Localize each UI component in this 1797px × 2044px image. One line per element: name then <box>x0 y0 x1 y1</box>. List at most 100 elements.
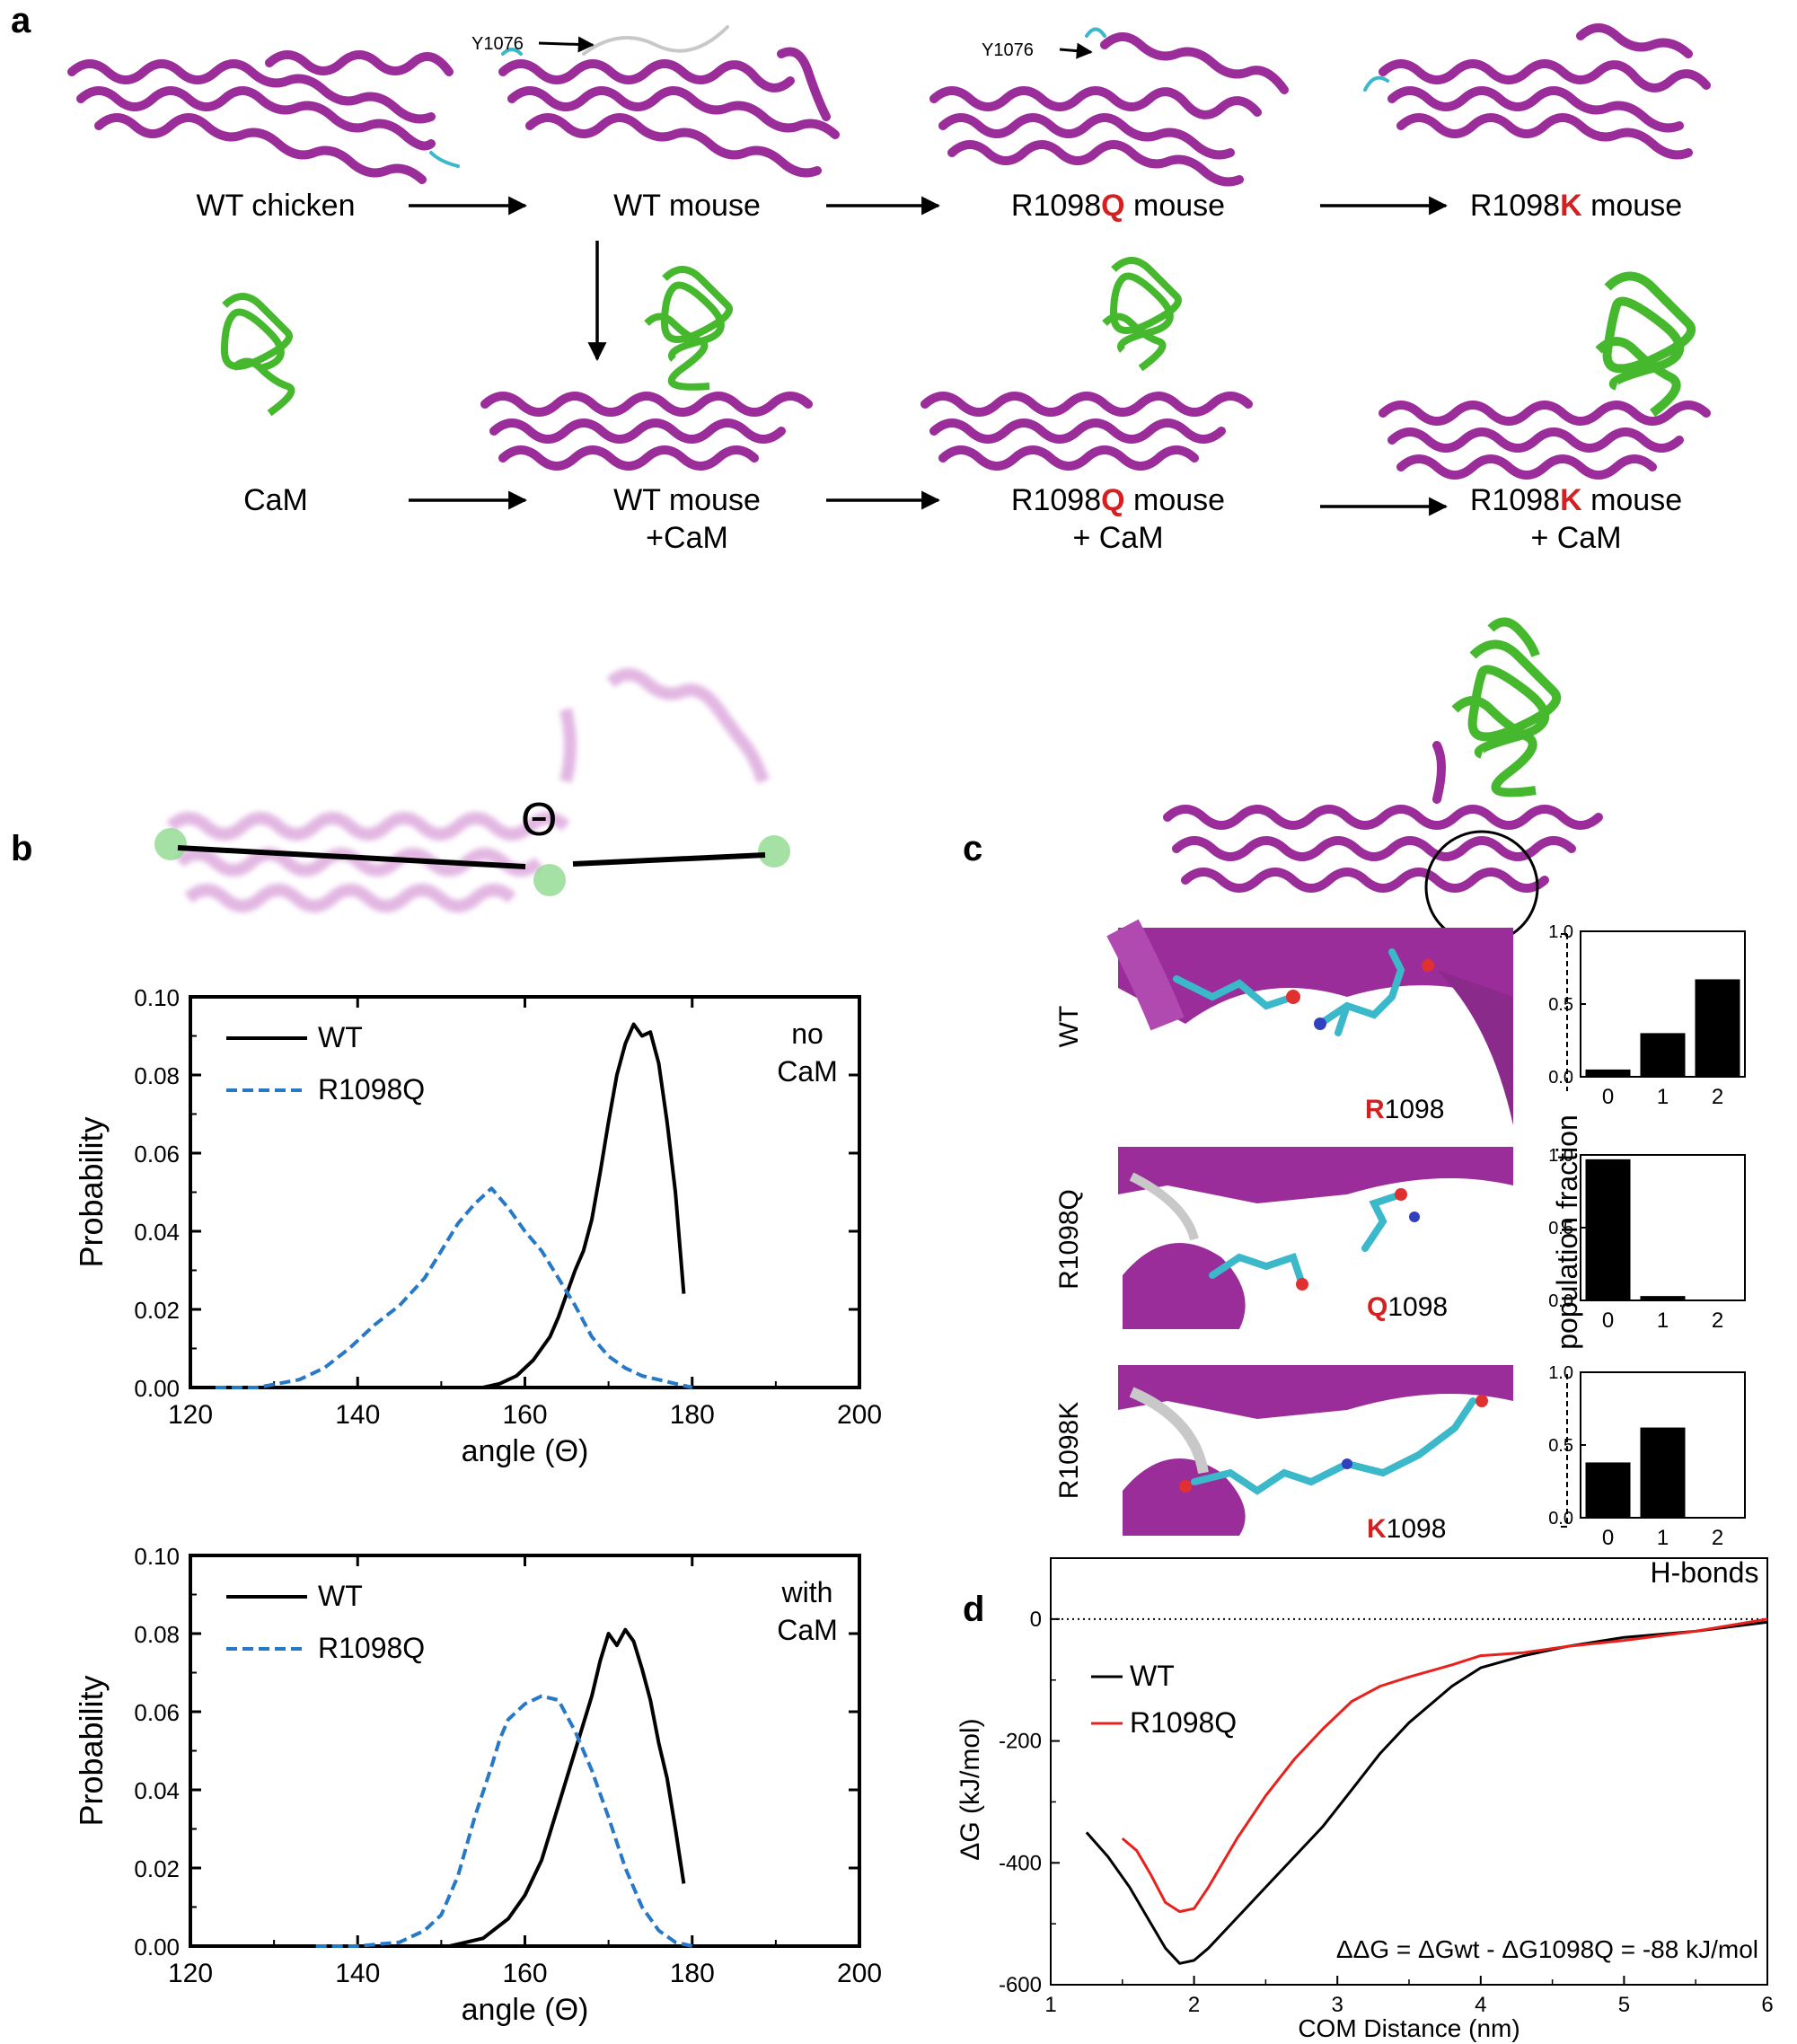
legend-label: R1098Q <box>1130 1706 1237 1739</box>
y-tick-label: 0.08 <box>134 1062 180 1089</box>
panel-c-label: c <box>963 829 982 868</box>
x-tick-label: 3 <box>1332 1993 1343 2017</box>
y-axis-label: ΔG (kJ/mol) <box>956 1718 985 1860</box>
angle-schematic: Θ <box>154 668 790 912</box>
protein-cam <box>220 293 295 417</box>
svg-text:population fraction: population fraction <box>1551 1115 1583 1350</box>
series-line-wt <box>449 1627 686 1948</box>
chart-d: 1 2 3 4 5 6 0 -200 -400 -600 COM Distance (nm) ΔG (… <box>956 1557 1774 2042</box>
legend-label: WT <box>318 1580 363 1612</box>
plot-annotation: with <box>781 1576 833 1608</box>
protein-r1098q-mouse-cam <box>921 257 1253 471</box>
bar-1 <box>1640 1296 1686 1300</box>
y-tick-label: 0 <box>1030 1608 1042 1632</box>
residue-image-k: K1098 <box>1118 1365 1513 1544</box>
plot-annotation: no <box>791 1018 824 1050</box>
x-tick-label: 140 <box>335 1400 380 1430</box>
y1076-label-2: Y1076 <box>982 40 1034 60</box>
protein-r1098q-mouse <box>929 27 1289 187</box>
series-line-wt <box>1085 1620 1768 1965</box>
x-tick-label: 120 <box>168 1959 213 1988</box>
label-r1098q-mouse: R1098Q mouse <box>1011 189 1225 223</box>
x-tick-label: 4 <box>1475 1993 1486 2017</box>
series-line-r1098q <box>215 1186 693 1389</box>
x-tick-label: 120 <box>168 1400 213 1430</box>
angle-arm-left <box>177 845 526 869</box>
plot-annotation: CaM <box>777 1614 838 1646</box>
panel-d-label: d <box>963 1590 984 1629</box>
row-label-r1098q: R1098Q <box>1054 1189 1084 1290</box>
ddg-annotation: ΔΔG = ΔGwt - ΔG1098Q = -88 kJ/mol <box>1336 1935 1758 1963</box>
y-tick-label: 0.06 <box>134 1141 180 1167</box>
plot-frame <box>1050 1557 1768 1986</box>
series-line-r1098q <box>1121 1617 1768 1914</box>
bar-x-label: 1 <box>1657 1085 1669 1109</box>
bar-x-label: 0 <box>1602 1308 1614 1333</box>
protein-wt-chicken <box>67 50 460 184</box>
bar-y-tick-label: 1.0 <box>1548 1146 1573 1166</box>
y1076-label-1: Y1076 <box>471 34 524 54</box>
plot-annotation: CaM <box>777 1055 838 1088</box>
angle-vertex-center <box>533 864 566 896</box>
y-tick-label: -600 <box>999 1973 1042 1997</box>
y-tick-label: 0.10 <box>134 1543 180 1570</box>
bar-1 <box>1640 1427 1686 1518</box>
bar-2 <box>1695 979 1740 1077</box>
c-xlabel: H-bonds <box>1651 1556 1759 1589</box>
y-axis-label: Probability <box>73 1116 110 1267</box>
y-tick-label: 0.04 <box>134 1777 180 1804</box>
bar-y-tick-label: 0.0 <box>1548 1068 1573 1088</box>
bar-y-tick-label: 0.5 <box>1548 995 1573 1015</box>
plot-frame <box>189 1554 861 1948</box>
angle-vertex-left <box>154 828 187 860</box>
row-label-r1098k: R1098K <box>1054 1402 1084 1499</box>
panel-b-label: b <box>11 829 32 868</box>
label-r1098k-mouse: R1098K mouse <box>1470 189 1682 223</box>
chart-c-q: 0.0 0.5 1.0 0 1 2 <box>1548 1146 1746 1333</box>
x-axis-label: angle (Θ) <box>462 1434 589 1468</box>
x-tick-label: 5 <box>1618 1993 1630 2017</box>
bar-y-tick-label: 0.5 <box>1548 1219 1573 1238</box>
y-tick-label: 0.04 <box>134 1219 180 1246</box>
bar-x-label: 2 <box>1712 1308 1723 1333</box>
y-tick-label: -400 <box>999 1851 1042 1875</box>
y1076-arrow-2 <box>1059 42 1093 59</box>
bar-1 <box>1640 1033 1686 1077</box>
bar-x-label: 1 <box>1657 1526 1669 1550</box>
panel-a-label: a <box>11 1 31 40</box>
protein-r1098k-mouse-cam <box>1379 271 1711 480</box>
y-tick-label: 0.00 <box>134 1375 180 1402</box>
bar-0 <box>1585 1159 1631 1300</box>
bar-y-tick-label: 1.0 <box>1548 1363 1573 1383</box>
theta-symbol: Θ <box>521 794 557 846</box>
y-tick-label: -200 <box>999 1730 1042 1754</box>
chart-b-bottom: 120 140 160 180 200 0.00 0.02 0.04 0.06 0.08 0.10 a… <box>73 1543 882 2027</box>
bar-x-label: 2 <box>1712 1085 1723 1109</box>
x-tick-label: 180 <box>670 1959 715 1988</box>
x-tick-label: 160 <box>502 1959 547 1988</box>
chart-b-top: 120 140 160 180 200 0.00 0.02 0.04 0.06 0.08 0.10 a… <box>73 984 882 1468</box>
x-tick-label: 200 <box>837 1959 882 1988</box>
x-tick-label: 2 <box>1188 1993 1200 2017</box>
bar-x-label: 0 <box>1602 1526 1614 1550</box>
x-tick-label: 200 <box>837 1400 882 1430</box>
legend-label: R1098Q <box>318 1632 425 1664</box>
label-r1098q-mouse-cam-1: R1098Q mouse <box>1011 483 1225 517</box>
angle-arm-right <box>572 852 766 867</box>
plot-frame <box>189 995 861 1389</box>
y-tick-label: 0.06 <box>134 1699 180 1726</box>
protein-wt-mouse <box>498 25 840 178</box>
y-axis-label: Probability <box>73 1675 110 1826</box>
y-tick-label: 0.08 <box>134 1621 180 1648</box>
population-fraction-label: population fraction <box>1551 933 1583 1528</box>
label-wt-mouse-cam-1: WT mouse <box>613 483 761 517</box>
protein-c-overview <box>1163 617 1603 945</box>
legend-label: WT <box>318 1021 363 1053</box>
legend-label: WT <box>1130 1660 1175 1692</box>
x-tick-label: 160 <box>502 1400 547 1430</box>
label-wt-mouse-cam-2: +CaM <box>646 521 728 555</box>
x-tick-label: 180 <box>670 1400 715 1430</box>
x-tick-label: 1 <box>1044 1993 1056 2017</box>
label-r1098k-mouse-cam-1: R1098K mouse <box>1470 483 1682 517</box>
